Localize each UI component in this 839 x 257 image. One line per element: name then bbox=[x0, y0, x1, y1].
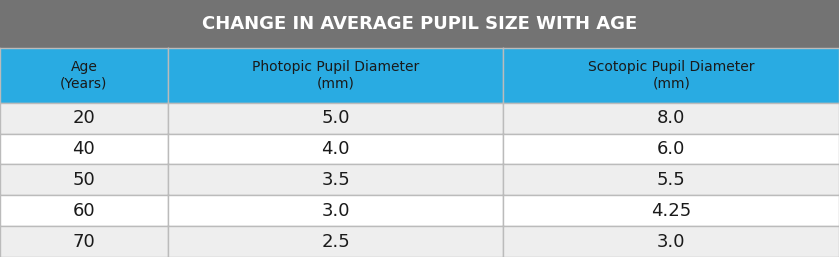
Text: 70: 70 bbox=[72, 233, 96, 251]
Text: Photopic Pupil Diameter
(mm): Photopic Pupil Diameter (mm) bbox=[252, 60, 420, 91]
Text: 3.5: 3.5 bbox=[321, 171, 350, 189]
Text: Age
(Years): Age (Years) bbox=[60, 60, 107, 91]
Text: 40: 40 bbox=[72, 140, 96, 158]
Text: 50: 50 bbox=[72, 171, 96, 189]
Text: 4.25: 4.25 bbox=[651, 202, 691, 220]
Text: 20: 20 bbox=[72, 109, 96, 127]
Text: 4.0: 4.0 bbox=[321, 140, 350, 158]
Text: 3.0: 3.0 bbox=[657, 233, 685, 251]
Text: 5.5: 5.5 bbox=[657, 171, 685, 189]
Text: 3.0: 3.0 bbox=[321, 202, 350, 220]
Text: CHANGE IN AVERAGE PUPIL SIZE WITH AGE: CHANGE IN AVERAGE PUPIL SIZE WITH AGE bbox=[202, 15, 637, 33]
Text: 60: 60 bbox=[73, 202, 95, 220]
Text: 5.0: 5.0 bbox=[321, 109, 350, 127]
Text: 6.0: 6.0 bbox=[657, 140, 685, 158]
Text: Scotopic Pupil Diameter
(mm): Scotopic Pupil Diameter (mm) bbox=[588, 60, 754, 91]
Text: 2.5: 2.5 bbox=[321, 233, 350, 251]
Text: 8.0: 8.0 bbox=[657, 109, 685, 127]
